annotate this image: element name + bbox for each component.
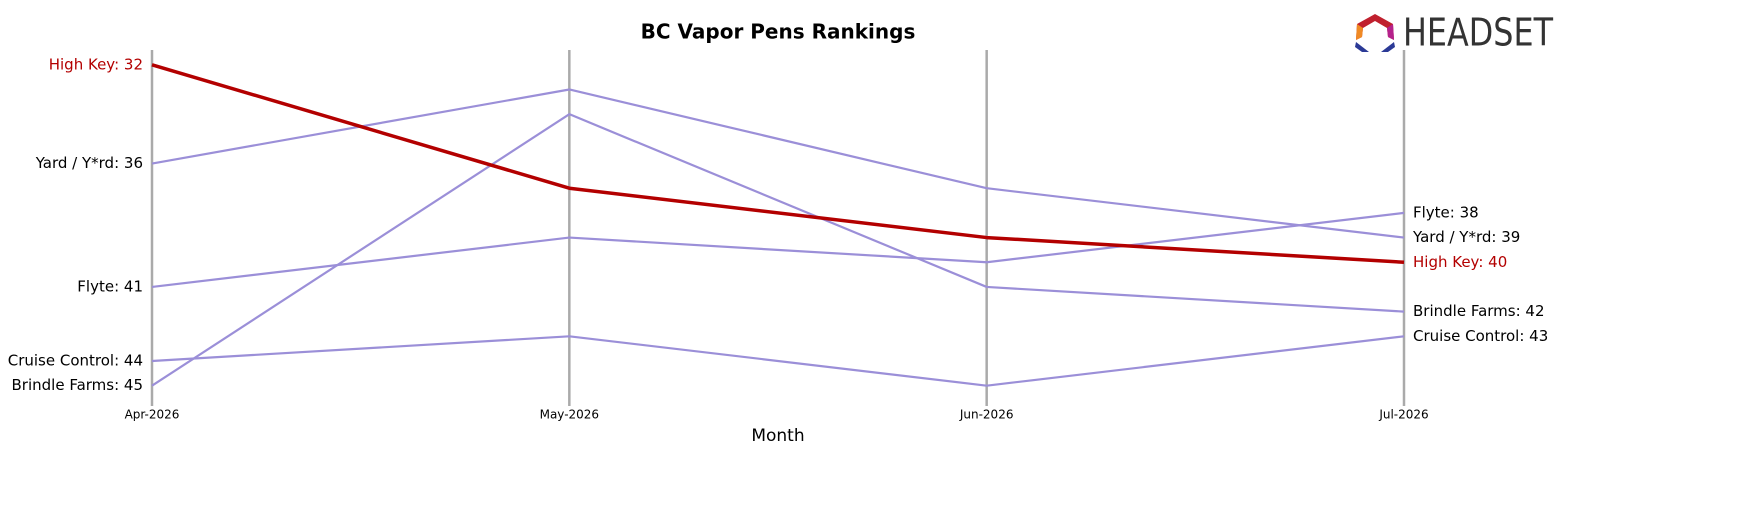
value-label: Flyte: 38 [1413, 203, 1479, 221]
series-line [151, 88, 1405, 239]
value-label: Brindle Farms: 45 [12, 376, 144, 394]
x-tick-label: Jul-2026 [1378, 408, 1428, 422]
logo-icon [1355, 14, 1395, 52]
value-label: Cruise Control: 43 [1413, 327, 1548, 345]
x-tick-label: Apr-2026 [125, 408, 180, 422]
series-line [151, 335, 1405, 387]
series-line [151, 113, 1405, 387]
value-label: Cruise Control: 44 [8, 351, 143, 369]
value-label: Flyte: 41 [77, 277, 143, 295]
value-label: Yard / Y*rd: 39 [1412, 228, 1520, 246]
x-tick-label: Jun-2026 [959, 408, 1014, 422]
series-line [151, 63, 1405, 265]
series-line [151, 211, 1405, 289]
chart-title: BC Vapor Pens Rankings [641, 20, 916, 44]
value-label: High Key: 32 [49, 55, 143, 73]
value-label: Yard / Y*rd: 36 [35, 154, 143, 172]
value-label: Brindle Farms: 42 [1413, 302, 1545, 320]
x-tick-label: May-2026 [540, 408, 599, 422]
logo-text: HEADSET [1403, 11, 1554, 55]
x-axis-label: Month [751, 426, 804, 446]
value-label: High Key: 40 [1413, 253, 1507, 271]
